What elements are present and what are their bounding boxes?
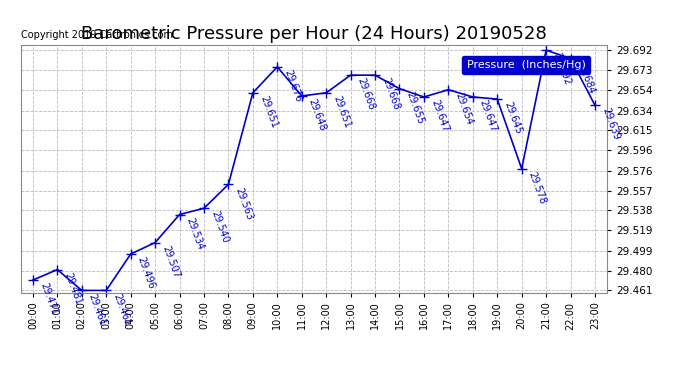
Text: 29.684: 29.684 <box>575 60 597 95</box>
Legend: Pressure  (Inches/Hg): Pressure (Inches/Hg) <box>462 56 590 74</box>
Text: 29.578: 29.578 <box>526 170 548 206</box>
Text: 29.668: 29.668 <box>380 76 401 112</box>
Text: 29.645: 29.645 <box>502 100 523 136</box>
Text: Copyright 2019 Cartronics.com: Copyright 2019 Cartronics.com <box>21 30 172 40</box>
Text: 29.471: 29.471 <box>38 282 59 317</box>
Text: 29.668: 29.668 <box>355 76 377 112</box>
Text: 29.647: 29.647 <box>478 98 499 134</box>
Text: 29.507: 29.507 <box>160 244 181 279</box>
Text: 29.651: 29.651 <box>258 94 279 129</box>
Text: 29.654: 29.654 <box>453 91 475 126</box>
Text: 29.655: 29.655 <box>404 90 426 126</box>
Text: 29.639: 29.639 <box>600 107 621 142</box>
Text: 29.676: 29.676 <box>282 68 304 104</box>
Text: 29.481: 29.481 <box>62 271 83 306</box>
Text: 29.563: 29.563 <box>233 186 255 221</box>
Text: 29.647: 29.647 <box>429 98 450 134</box>
Text: 29.648: 29.648 <box>307 98 328 132</box>
Title: Barometric Pressure per Hour (24 Hours) 20190528: Barometric Pressure per Hour (24 Hours) … <box>81 26 547 44</box>
Text: 29.461: 29.461 <box>111 292 132 327</box>
Text: 29.496: 29.496 <box>136 255 157 291</box>
Text: 29.540: 29.540 <box>209 210 230 245</box>
Text: 29.534: 29.534 <box>185 216 206 251</box>
Text: 29.651: 29.651 <box>331 94 352 129</box>
Text: 29.461: 29.461 <box>87 292 108 327</box>
Text: 29.692: 29.692 <box>551 52 572 87</box>
